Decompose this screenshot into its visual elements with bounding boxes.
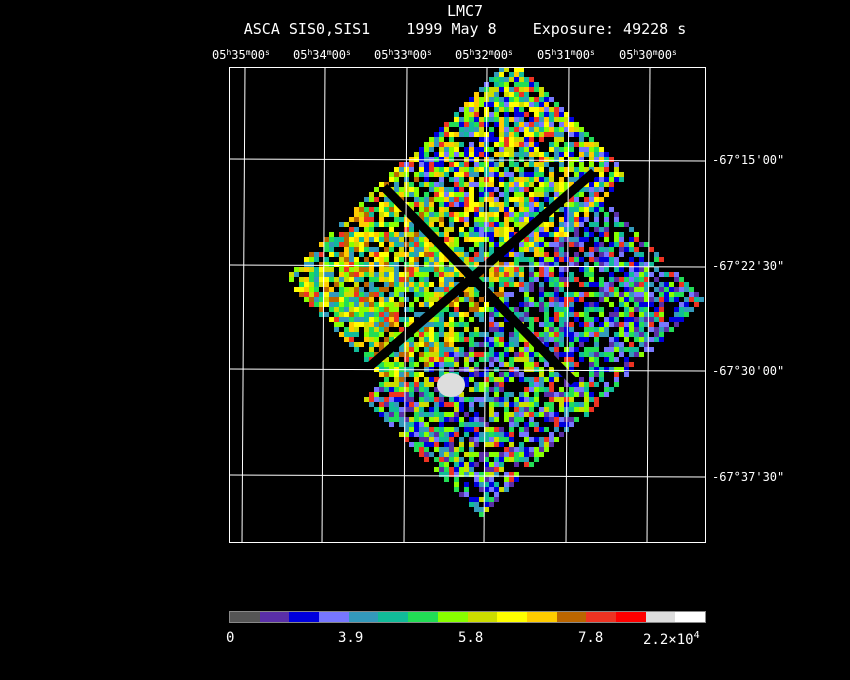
ra-grid-line — [403, 67, 408, 543]
observation-info: ASCA SIS0,SIS1 1999 May 8 Exposure: 4922… — [0, 20, 850, 38]
ra-grid-line — [241, 67, 246, 543]
colorbar-segment — [645, 612, 676, 622]
colorbar-segment — [556, 612, 587, 622]
dec-tick-label: -67°22'30" — [712, 259, 785, 273]
colorbar-segment — [675, 612, 705, 622]
image-frame — [229, 67, 706, 543]
colorbar-label: 0 — [226, 630, 235, 646]
colorbar-segment — [348, 612, 379, 622]
xray-image — [229, 67, 706, 543]
ra-grid-line — [565, 67, 570, 543]
colorbar-segment — [586, 612, 616, 622]
colorbar-segment — [378, 612, 409, 622]
date-label: 1999 May 8 — [406, 20, 497, 38]
colorbar-max-label: 2.2×104 — [643, 630, 700, 648]
dec-grid-line — [229, 474, 706, 478]
dec-tick-label: -67°30'00" — [712, 364, 785, 378]
ra-tick-label: 05h30m00s — [619, 48, 677, 62]
ra-tick-label: 05h31m00s — [537, 48, 595, 62]
colorbar-segment — [437, 612, 468, 622]
dec-grid-line — [229, 264, 706, 268]
exposure-label: Exposure: 49228 s — [532, 20, 687, 38]
chip-gap — [366, 168, 597, 371]
colorbar-label: 3.9 — [338, 630, 364, 646]
ra-grid-line — [321, 67, 326, 543]
chip-gap — [380, 183, 578, 386]
dec-grid-line — [229, 368, 706, 372]
ra-tick-label: 05h35m00s — [212, 48, 270, 62]
ra-tick-label: 05h33m00s — [374, 48, 432, 62]
dec-tick-label: -67°15'00" — [712, 153, 785, 167]
colorbar-segment — [259, 612, 290, 622]
colorbar-label: 7.8 — [578, 630, 604, 646]
colorbar-segment — [526, 612, 557, 622]
colorbar-segment — [319, 612, 349, 622]
colorbar-segment — [615, 612, 646, 622]
colorbar-segment — [230, 612, 260, 622]
dec-grid-line — [229, 158, 706, 162]
ra-grid-line — [483, 67, 488, 543]
instrument-label: ASCA SIS0,SIS1 — [243, 20, 371, 38]
ra-tick-label: 05h34m00s — [293, 48, 351, 62]
dec-tick-label: -67°37'30" — [712, 470, 785, 484]
ra-grid-line — [646, 67, 651, 543]
colorbar — [229, 611, 706, 623]
colorbar-label: 5.8 — [458, 630, 484, 646]
object-title: LMC7 — [446, 2, 484, 20]
colorbar-segment — [467, 612, 498, 622]
colorbar-segment — [408, 612, 438, 622]
bright-source — [437, 373, 465, 397]
ra-tick-label: 05h32m00s — [455, 48, 513, 62]
colorbar-segment — [497, 612, 527, 622]
colorbar-segment — [289, 612, 320, 622]
